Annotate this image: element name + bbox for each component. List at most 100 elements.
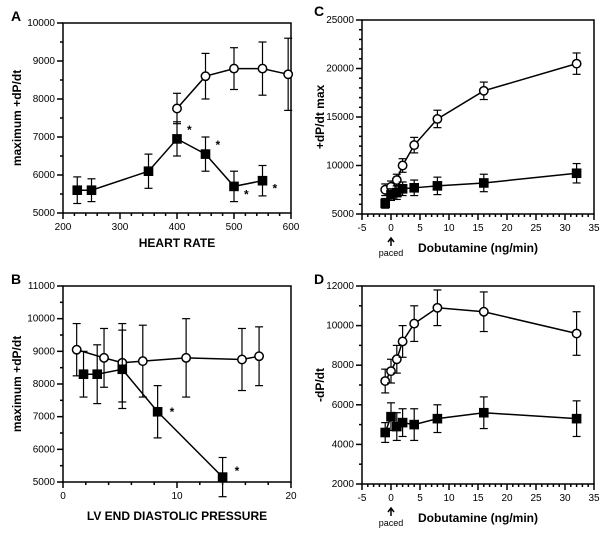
x-tick-label: 25	[530, 493, 542, 504]
marker-open-circle	[139, 357, 147, 365]
marker-open-circle	[480, 308, 488, 316]
y-tick-label: 10000	[326, 161, 354, 172]
marker-open-circle	[230, 64, 238, 72]
y-tick-label: 8000	[33, 379, 56, 390]
marker-open-circle	[480, 87, 488, 95]
x-tick-label: -5	[358, 223, 367, 234]
y-axis-title: -dP/dt	[313, 368, 327, 402]
series-line-open-circle	[177, 69, 288, 109]
y-tick-label: 8000	[33, 94, 56, 105]
marker-filled-square	[79, 370, 87, 378]
y-tick-label: 25000	[326, 15, 354, 26]
y-tick-label: 9000	[33, 56, 56, 67]
marker-filled-square	[230, 182, 238, 190]
x-tick-label: 5	[417, 493, 423, 504]
y-tick-label: 6000	[33, 444, 56, 455]
x-tick-label: 0	[388, 493, 394, 504]
y-tick-label: 10000	[326, 321, 354, 332]
marker-filled-square	[153, 408, 161, 416]
marker-filled-square	[173, 135, 181, 143]
marker-filled-square	[144, 167, 152, 175]
marker-filled-square	[572, 414, 580, 422]
x-tick-label: 30	[559, 493, 571, 504]
y-tick-label: 9000	[33, 346, 56, 357]
y-tick-label: 10000	[27, 314, 55, 325]
marker-filled-square	[398, 185, 406, 193]
x-tick-label: 600	[283, 222, 300, 233]
marker-open-circle	[201, 72, 209, 80]
y-tick-label: 6000	[33, 170, 56, 181]
marker-filled-square	[433, 414, 441, 422]
y-tick-label: 2000	[332, 479, 355, 490]
x-tick-label: 15	[472, 493, 484, 504]
y-tick-label: 5000	[33, 477, 56, 488]
y-axis-title: +dP/dt max	[313, 85, 327, 150]
panel-A: A200300400500600500060007000800090001000…	[5, 5, 303, 255]
marker-open-circle	[410, 319, 418, 327]
panel-letter: C	[314, 3, 324, 19]
y-tick-label: 6000	[332, 400, 355, 411]
y-tick-label: 5000	[332, 209, 355, 220]
y-tick-label: 5000	[33, 208, 56, 219]
marker-open-circle	[255, 352, 263, 360]
marker-open-circle	[238, 355, 246, 363]
x-tick-label: 10	[171, 491, 183, 502]
y-tick-label: 7000	[33, 412, 56, 423]
significance-star: *	[235, 464, 240, 478]
marker-filled-square	[398, 418, 406, 426]
marker-open-circle	[393, 176, 401, 184]
significance-star: *	[187, 123, 192, 137]
paced-annotation: paced	[379, 518, 404, 528]
marker-open-circle	[572, 329, 580, 337]
marker-open-circle	[100, 354, 108, 362]
marker-filled-square	[87, 186, 95, 194]
y-tick-label: 20000	[326, 64, 354, 75]
marker-open-circle	[572, 59, 580, 67]
x-tick-label: -5	[358, 493, 367, 504]
marker-filled-square	[201, 150, 209, 158]
marker-open-circle	[398, 161, 406, 169]
x-tick-label: 400	[169, 222, 186, 233]
x-tick-label: 200	[55, 222, 72, 233]
y-tick-label: 7000	[33, 132, 56, 143]
y-tick-label: 4000	[332, 439, 355, 450]
y-tick-label: 12000	[326, 281, 354, 292]
marker-filled-square	[410, 420, 418, 428]
panel-B: B01020500060007000800090001000011000LV E…	[5, 268, 303, 528]
panel-letter: A	[11, 8, 21, 24]
marker-open-circle	[393, 355, 401, 363]
marker-open-circle	[387, 367, 395, 375]
y-tick-label: 10000	[27, 18, 55, 29]
marker-filled-square	[93, 370, 101, 378]
marker-open-circle	[410, 141, 418, 149]
panel-letter: B	[11, 271, 21, 287]
marker-open-circle	[398, 337, 406, 345]
x-tick-label: 20	[285, 491, 297, 502]
x-tick-label: 20	[501, 493, 513, 504]
x-tick-label: 35	[588, 493, 600, 504]
marker-filled-square	[73, 186, 81, 194]
marker-open-circle	[173, 104, 181, 112]
y-tick-label: 11000	[28, 281, 56, 292]
marker-filled-square	[218, 473, 226, 481]
marker-open-circle	[433, 115, 441, 123]
y-tick-label: 15000	[326, 112, 354, 123]
y-axis-title: maximum +dP/dt	[10, 70, 24, 166]
y-axis-title: maximum +dP/dt	[10, 336, 24, 432]
x-tick-label: 0	[388, 223, 394, 234]
marker-open-circle	[258, 64, 266, 72]
x-tick-label: 500	[226, 222, 243, 233]
marker-filled-square	[381, 428, 389, 436]
x-tick-label: 25	[530, 223, 542, 234]
significance-star: *	[216, 138, 221, 152]
marker-open-circle	[381, 377, 389, 385]
x-tick-label: 10	[443, 223, 455, 234]
x-axis-title: Dobutamine (ng/min)	[418, 511, 538, 525]
marker-filled-square	[258, 177, 266, 185]
paced-annotation: paced	[379, 248, 404, 258]
marker-filled-square	[572, 169, 580, 177]
marker-open-circle	[72, 346, 80, 354]
significance-star: *	[273, 182, 278, 196]
x-tick-label: 5	[417, 223, 423, 234]
x-tick-label: 15	[472, 223, 484, 234]
